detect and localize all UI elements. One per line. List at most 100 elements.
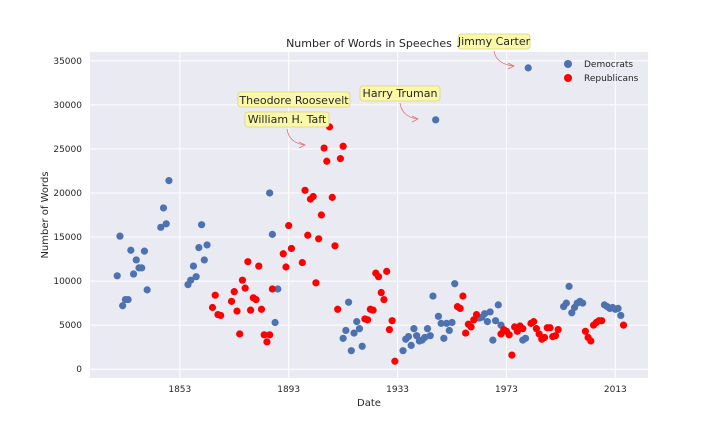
point-republicans xyxy=(241,284,249,292)
point-democrats xyxy=(200,256,208,264)
point-republicans xyxy=(304,231,312,239)
point-democrats xyxy=(617,311,625,320)
legend-marker-democrats xyxy=(564,60,572,68)
point-republicans xyxy=(336,155,345,163)
point-republicans xyxy=(519,325,527,333)
y-tick-label: 0 xyxy=(76,365,82,375)
point-democrats xyxy=(442,319,451,327)
point-republicans xyxy=(317,211,325,219)
point-democrats xyxy=(127,246,135,254)
annotation-arrow xyxy=(493,50,515,67)
annotation-arrowhead xyxy=(298,141,306,149)
point-democrats xyxy=(350,329,358,337)
annotation-label: Jimmy Carter xyxy=(457,35,531,48)
point-democrats xyxy=(157,223,165,231)
point-republicans xyxy=(551,332,560,340)
point-republicans xyxy=(581,327,589,335)
point-democrats xyxy=(274,285,282,293)
point-republicans xyxy=(462,329,470,337)
point-democrats xyxy=(494,301,502,309)
point-republicans xyxy=(513,327,521,335)
point-republicans xyxy=(211,291,219,299)
point-democrats xyxy=(451,280,459,288)
y-tick-label: 10000 xyxy=(53,277,82,287)
chart-title: Number of Words in Speeches xyxy=(286,37,452,50)
point-republicans xyxy=(546,324,554,332)
point-republicans xyxy=(383,267,391,275)
point-republicans xyxy=(530,318,538,326)
annotation-arrowhead xyxy=(507,62,515,70)
annotations: Jimmy Carter Theodore Roosevelt William H.… xyxy=(237,33,531,149)
point-republicans xyxy=(301,186,309,194)
point-republicans xyxy=(255,262,263,270)
y-tick-label: 15000 xyxy=(53,233,82,243)
point-democrats xyxy=(355,325,364,333)
point-democrats xyxy=(426,332,434,340)
point-democrats xyxy=(434,312,443,320)
point-republicans xyxy=(459,292,467,300)
point-democrats xyxy=(568,309,576,317)
point-democrats xyxy=(119,302,127,310)
point-democrats xyxy=(565,282,573,290)
point-democrats xyxy=(339,334,347,342)
point-democrats xyxy=(358,342,366,350)
point-democrats xyxy=(521,334,530,342)
point-republicans xyxy=(238,276,247,284)
point-democrats xyxy=(268,230,276,238)
point-democrats xyxy=(353,318,361,326)
point-democrats xyxy=(524,64,532,72)
legend-label-democrats: Democrats xyxy=(584,60,633,70)
x-axis-label: Date xyxy=(357,398,381,409)
point-democrats xyxy=(159,204,168,212)
point-democrats xyxy=(399,347,407,355)
annotation-william-h-taft: William H. Taft xyxy=(244,111,330,149)
point-democrats xyxy=(437,319,445,327)
point-republicans xyxy=(385,325,394,334)
annotation-jimmy-carter: Jimmy Carter xyxy=(457,33,531,70)
point-republicans xyxy=(260,331,268,339)
legend: Democrats Republicans xyxy=(564,60,639,84)
annotation-label: Harry Truman xyxy=(363,87,438,100)
data-points xyxy=(113,64,628,365)
point-republicans xyxy=(334,305,342,313)
point-republicans xyxy=(535,330,543,338)
point-republicans xyxy=(233,307,241,315)
point-republicans xyxy=(263,338,271,346)
y-tick-label: 20000 xyxy=(53,189,82,199)
y-axis-label: Number of Words xyxy=(40,171,51,258)
point-republicans xyxy=(374,273,383,281)
annotation-box xyxy=(457,33,531,50)
point-republicans xyxy=(282,263,290,271)
point-democrats xyxy=(347,347,355,355)
point-democrats xyxy=(344,298,353,306)
legend-label-republicans: Republicans xyxy=(584,74,639,84)
y-tick-label: 35000 xyxy=(53,57,82,67)
point-republicans xyxy=(285,221,293,230)
x-tick-label: 1853 xyxy=(168,385,191,395)
point-democrats xyxy=(404,332,413,341)
point-republicans xyxy=(472,310,481,319)
annotation-arrow xyxy=(286,128,306,146)
point-republicans xyxy=(320,144,328,152)
point-republicans xyxy=(309,192,317,201)
point-republicans xyxy=(266,331,274,339)
point-democrats xyxy=(203,241,211,249)
point-republicans xyxy=(598,317,606,325)
point-republicans xyxy=(328,193,336,201)
point-republicans xyxy=(257,305,266,313)
x-tick-label: 1973 xyxy=(495,385,518,395)
point-democrats xyxy=(410,325,418,333)
point-republicans xyxy=(391,357,399,365)
point-democrats xyxy=(266,189,274,197)
point-democrats xyxy=(483,318,492,326)
point-republicans xyxy=(388,317,396,325)
point-democrats xyxy=(129,270,138,278)
point-republicans xyxy=(279,250,287,258)
point-republicans xyxy=(505,331,513,339)
point-democrats xyxy=(491,317,500,325)
point-republicans xyxy=(208,303,217,312)
point-democrats xyxy=(440,334,448,342)
point-democrats xyxy=(195,244,203,252)
point-democrats xyxy=(113,272,121,280)
